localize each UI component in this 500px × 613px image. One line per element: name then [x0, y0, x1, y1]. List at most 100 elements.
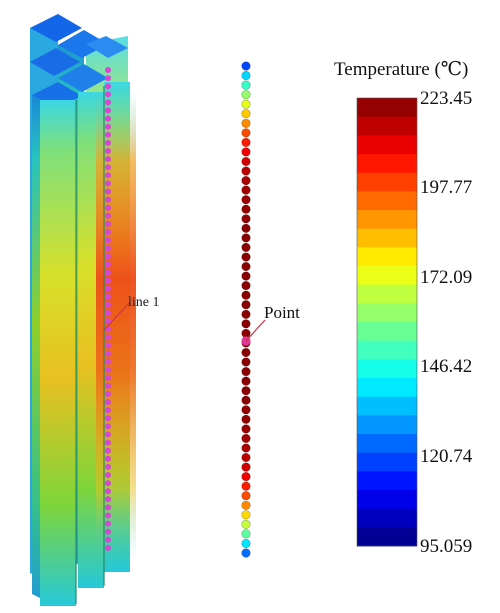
probe-line-dot: [105, 350, 111, 357]
color-band: [357, 322, 417, 342]
probe-line-dot: [105, 423, 111, 430]
probe-line-dot: [105, 91, 111, 98]
bead: [241, 433, 251, 444]
probe-line-dot: [105, 488, 111, 495]
bead: [241, 290, 251, 300]
probe-line-dot: [105, 318, 111, 325]
tick-label-120: 120.74: [420, 446, 473, 467]
probe-line-dot: [105, 99, 111, 106]
color-band: [357, 247, 417, 267]
bead: [241, 89, 251, 100]
color-band: [357, 490, 417, 510]
color-band: [357, 191, 417, 211]
tick-label-146: 146.42: [420, 356, 473, 377]
bead: [241, 319, 251, 329]
probe-line-dot: [105, 472, 111, 478]
probe-line-dot: [105, 520, 111, 527]
bead: [241, 491, 251, 501]
color-bar-frame: [356, 97, 418, 547]
color-band: [357, 228, 417, 248]
color-band: [357, 452, 417, 472]
color-band: [357, 378, 417, 398]
bead: [241, 414, 251, 424]
probe-line-dot: [105, 229, 111, 235]
color-band: [357, 396, 417, 416]
bead: [241, 147, 251, 157]
probe-line-dot: [105, 107, 111, 114]
color-band: [357, 116, 417, 136]
probe-line-dot: [105, 245, 111, 252]
probe-line-dot: [105, 439, 111, 446]
probe-line-dot: [105, 253, 111, 260]
color-band: [357, 415, 417, 435]
bead: [241, 462, 251, 472]
probe-line-dot: [105, 269, 111, 276]
color-band: [357, 303, 417, 323]
probe-line-dot: [105, 391, 111, 397]
top-cap-5: [58, 64, 108, 92]
hot-zone: [96, 90, 136, 560]
bead: [241, 395, 251, 405]
probe-line-dot: [105, 131, 111, 138]
bead: [241, 452, 251, 463]
color-band: [357, 154, 417, 174]
probe-line-dot: [105, 382, 111, 389]
top-cap-3: [86, 36, 128, 58]
tick-label-172: 172.09: [420, 267, 473, 288]
bead: [241, 70, 251, 81]
bead: [241, 118, 251, 128]
probe-line-dot: [105, 148, 111, 154]
probe-line-dot: [105, 115, 111, 122]
bead: [241, 510, 251, 520]
probe-line-dot: [105, 172, 111, 179]
probe-line-dot: [105, 204, 111, 211]
tick-label-95: 95.059: [420, 536, 473, 557]
bead: [241, 424, 251, 434]
probe-line-dot: [105, 496, 111, 503]
tick-label-197: 197.77: [420, 177, 473, 198]
bead: [241, 261, 251, 272]
bead: [241, 481, 251, 491]
color-band: [357, 210, 417, 230]
probe-line-dot: [105, 180, 111, 187]
bead: [241, 271, 251, 281]
bead: [241, 204, 251, 214]
probe-line-dot: [105, 277, 111, 284]
probe-line-dot: [105, 536, 111, 543]
probe-line-dot: [105, 463, 111, 470]
top-cap-2: [58, 30, 108, 58]
block-model: line 1: [30, 14, 160, 606]
line-1-label: line 1: [128, 295, 160, 310]
probe-line-dot: [105, 220, 111, 227]
top-cap-4: [30, 48, 80, 76]
bead: [241, 233, 251, 243]
bead: [241, 367, 251, 377]
color-band: [357, 284, 417, 304]
color-band: [357, 508, 417, 528]
legend-title: Temperature (℃): [334, 59, 469, 80]
bead: [241, 166, 251, 176]
probe-line-dot: [105, 310, 111, 316]
bead: [241, 128, 251, 138]
bead: [241, 195, 251, 205]
probe-line-dot: [105, 67, 111, 73]
probe-line-dot: [105, 237, 111, 244]
probe-line-dot: [105, 301, 111, 308]
color-band: [357, 172, 417, 192]
probe-line-dot: [105, 366, 111, 373]
probe-line-dot: [105, 415, 111, 422]
bead: [241, 519, 251, 530]
bead: [241, 185, 251, 195]
probe-line-dot: [105, 212, 111, 219]
probe-line-dot: [105, 326, 111, 333]
bead: [241, 242, 251, 252]
bead: [241, 223, 251, 233]
color-bar: [357, 98, 417, 547]
bead: [241, 252, 251, 262]
bead-chain: [241, 61, 251, 558]
bead: [241, 300, 251, 310]
probe-line-dot: [105, 334, 111, 341]
probe-line-dot: [105, 431, 111, 438]
probe-line-dot: [105, 123, 111, 130]
